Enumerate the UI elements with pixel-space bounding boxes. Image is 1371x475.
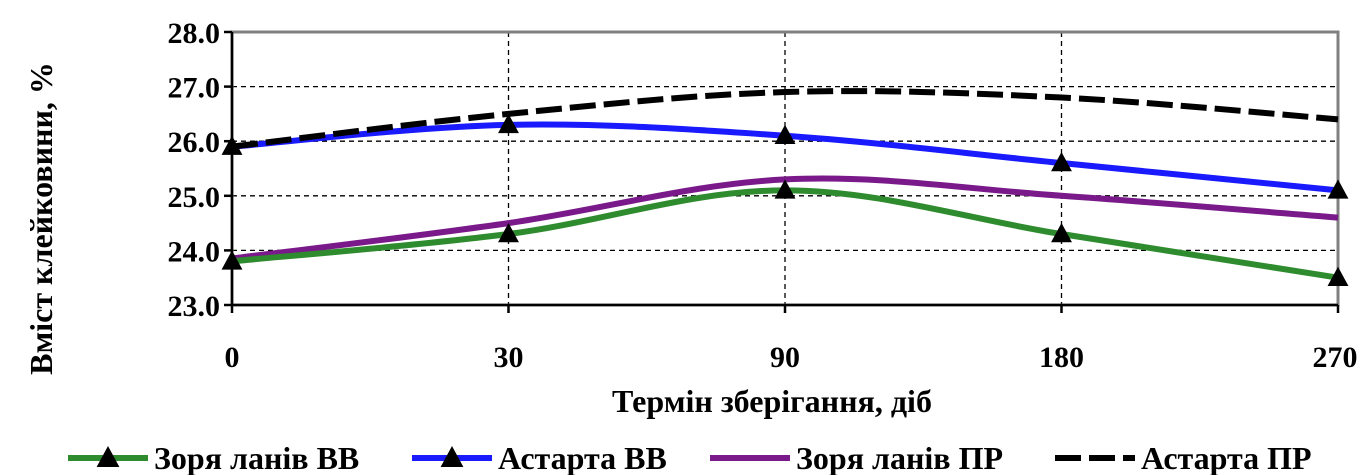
data-point-marker xyxy=(498,113,519,134)
legend: Зоря ланів ВВ Астарта ВВ Зоря ланів ПР Аста… xyxy=(68,440,1312,475)
data-point-marker xyxy=(1051,223,1072,243)
series-line-3 xyxy=(231,88,1339,150)
x-tick-label: 90 xyxy=(770,341,800,374)
data-point-marker xyxy=(221,250,243,270)
y-tick-labels: 23.0 24.0 25.0 26.0 27.0 28.0 xyxy=(168,17,221,323)
legend-label: Зоря ланів ПР xyxy=(796,440,1003,475)
x-tick-label: 30 xyxy=(494,341,524,374)
legend-label: Астарта ПР xyxy=(1141,440,1312,475)
y-tick-label: 28.0 xyxy=(168,17,221,50)
x-tick-label: 270 xyxy=(1313,341,1358,374)
y-tick-label: 23.0 xyxy=(168,290,221,323)
y-tick-label: 25.0 xyxy=(168,181,221,214)
legend-swatch-marker xyxy=(440,446,464,467)
data-point-marker xyxy=(1051,152,1072,172)
data-point-marker xyxy=(1327,266,1349,286)
y-tick-label: 26.0 xyxy=(168,126,221,159)
data-point-marker xyxy=(774,124,796,144)
legend-label: Астарта ВВ xyxy=(498,440,667,475)
x-tick-label: 0 xyxy=(225,341,240,374)
x-axis-title: Термін зберігання, діб xyxy=(612,383,932,419)
data-point-marker xyxy=(774,179,796,199)
x-tick-label: 180 xyxy=(1039,341,1084,374)
y-tick-label: 24.0 xyxy=(168,235,221,268)
x-tick-labels: 0 30 90 180 270 xyxy=(225,341,1358,374)
grid xyxy=(232,32,1338,305)
y-axis-title: Вміст клейковини, % xyxy=(23,62,59,375)
data-point-marker xyxy=(498,223,519,243)
series-markers xyxy=(221,113,1349,286)
y-tick-label: 27.0 xyxy=(168,72,221,105)
legend-swatch-marker xyxy=(96,446,120,467)
data-point-marker xyxy=(1327,179,1349,199)
legend-label: Зоря ланів ВВ xyxy=(154,440,359,475)
data-point-marker xyxy=(221,135,243,155)
